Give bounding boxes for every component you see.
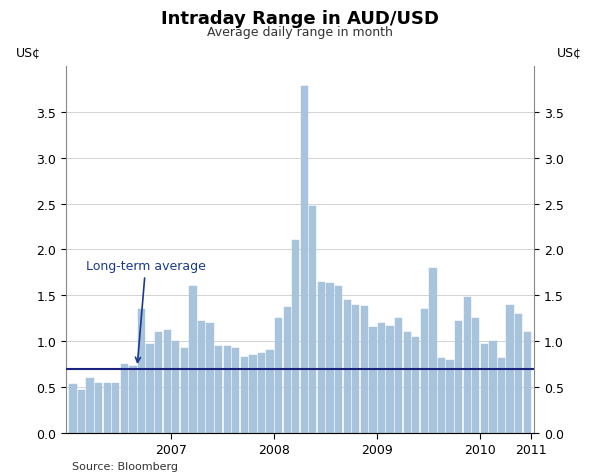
Bar: [515, 314, 522, 433]
Bar: [155, 332, 162, 433]
Bar: [472, 318, 479, 433]
Bar: [86, 378, 94, 433]
Bar: [163, 330, 171, 433]
Bar: [326, 284, 334, 433]
Text: Source: Bloomberg: Source: Bloomberg: [72, 461, 178, 471]
Bar: [284, 307, 291, 433]
Bar: [104, 383, 111, 433]
Bar: [249, 355, 257, 433]
Bar: [78, 390, 85, 433]
Bar: [266, 351, 274, 433]
Bar: [206, 323, 214, 433]
Bar: [112, 383, 119, 433]
Bar: [275, 318, 282, 433]
Bar: [421, 309, 428, 433]
Bar: [438, 358, 445, 433]
Bar: [378, 323, 385, 433]
Bar: [241, 357, 248, 433]
Bar: [223, 346, 231, 433]
Bar: [523, 332, 531, 433]
Bar: [446, 360, 454, 433]
Title: Average daily range in month: Average daily range in month: [207, 26, 393, 39]
Bar: [318, 282, 325, 433]
Bar: [215, 346, 222, 433]
Bar: [464, 298, 471, 433]
Bar: [489, 342, 497, 433]
Text: Long-term average: Long-term average: [86, 260, 206, 363]
Bar: [386, 326, 394, 433]
Text: Intraday Range in AUD/USD: Intraday Range in AUD/USD: [161, 10, 439, 28]
Bar: [198, 321, 205, 433]
Bar: [455, 321, 462, 433]
Bar: [361, 307, 368, 433]
Bar: [309, 207, 317, 433]
Bar: [292, 241, 299, 433]
Bar: [352, 305, 359, 433]
Bar: [429, 268, 437, 433]
Bar: [412, 337, 419, 433]
Bar: [232, 348, 239, 433]
Bar: [343, 300, 351, 433]
Bar: [404, 332, 411, 433]
Bar: [95, 383, 102, 433]
Bar: [506, 305, 514, 433]
Bar: [369, 328, 377, 433]
Bar: [395, 318, 402, 433]
Bar: [498, 358, 505, 433]
Bar: [129, 366, 137, 433]
Bar: [172, 342, 179, 433]
Bar: [481, 344, 488, 433]
Bar: [258, 354, 265, 433]
Bar: [138, 309, 145, 433]
Bar: [189, 287, 197, 433]
Bar: [335, 287, 342, 433]
Bar: [181, 348, 188, 433]
Bar: [121, 365, 128, 433]
Bar: [146, 344, 154, 433]
Text: US¢: US¢: [557, 46, 581, 60]
Bar: [69, 385, 77, 433]
Bar: [301, 87, 308, 433]
Text: US¢: US¢: [16, 46, 41, 60]
